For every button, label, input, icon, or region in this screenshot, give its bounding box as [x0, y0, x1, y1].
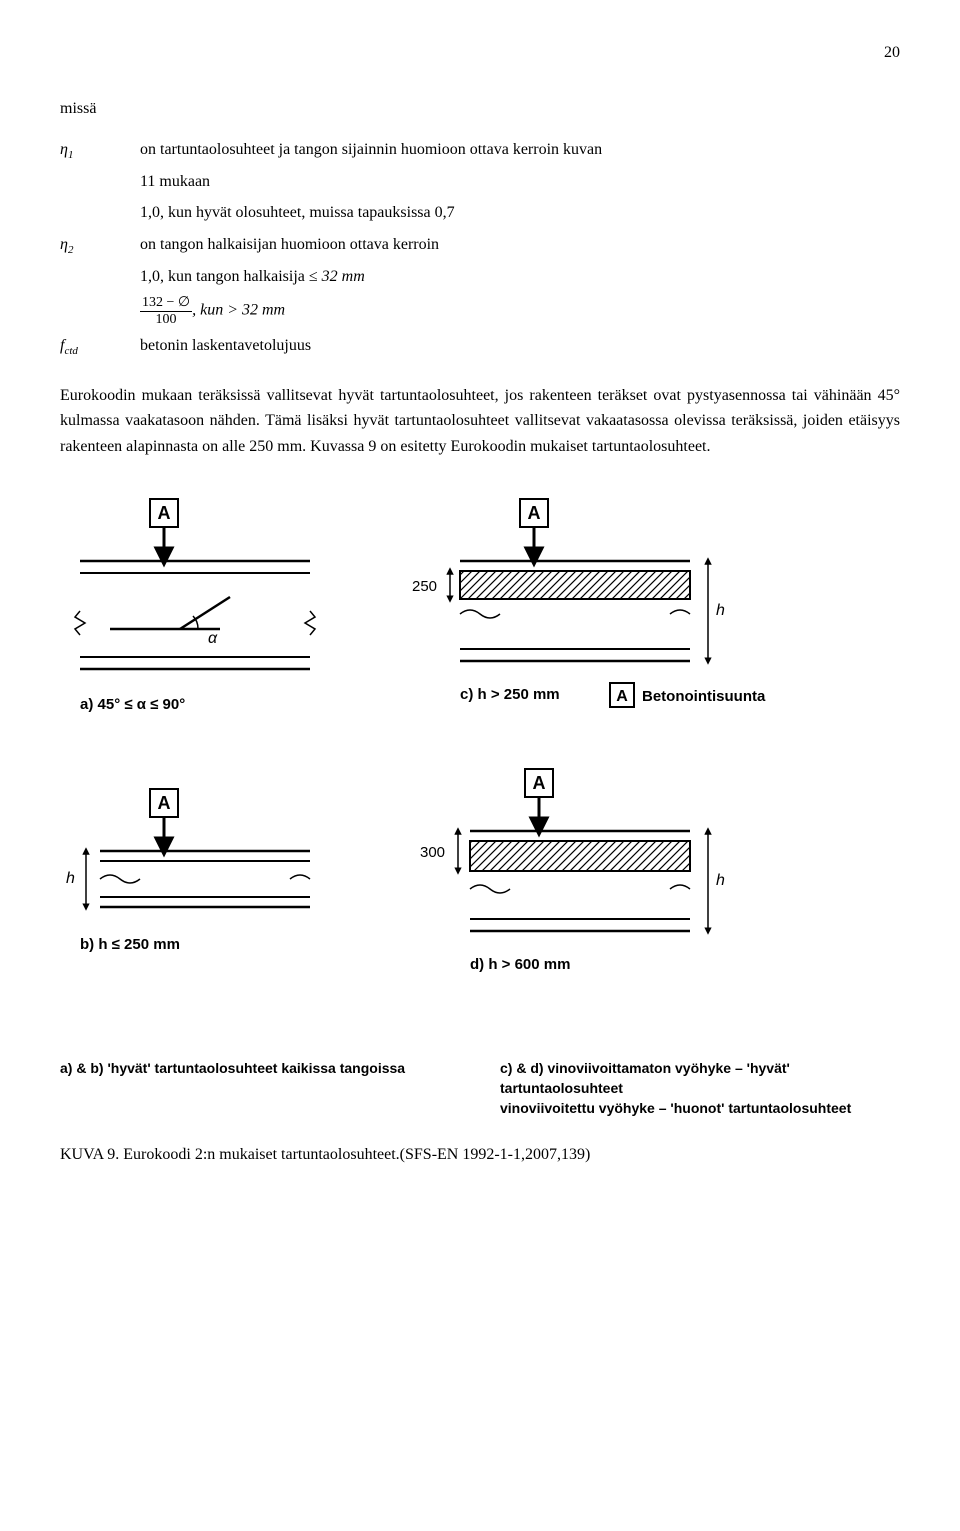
def-eta1-line2: 11 mukaan — [140, 169, 602, 201]
heading-missa: missä — [60, 96, 900, 122]
svg-text:h: h — [716, 602, 725, 619]
svg-text:A: A — [528, 503, 541, 523]
svg-text:a) 45° ≤ α ≤ 90°: a) 45° ≤ α ≤ 90° — [80, 696, 185, 713]
svg-text:α: α — [208, 630, 218, 647]
figure-legend-row: a) & b) 'hyvät' tartuntaolosuhteet kaiki… — [60, 1059, 900, 1118]
subfig-c: A 250 h c) h > 250 mm A Betonointisuunta — [412, 499, 766, 707]
svg-text:c) h > 250 mm: c) h > 250 mm — [460, 686, 560, 703]
svg-text:A: A — [533, 773, 546, 793]
svg-text:b) h ≤ 250 mm: b) h ≤ 250 mm — [80, 936, 180, 953]
def-eta2-line1: on tangon halkaisijan huomioon ottava ke… — [140, 232, 602, 264]
def-eta2-line3: 132 − ∅ 100 , kun > 32 mm — [140, 295, 602, 333]
def-eta1-line1: on tartuntaolosuhteet ja tangon sijainni… — [140, 137, 602, 169]
svg-text:h: h — [716, 872, 725, 889]
def-eta2-line2: 1,0, kun tangon halkaisija ≤ 32 mm — [140, 264, 602, 296]
def-fctd: betonin laskentavetolujuus — [140, 333, 602, 365]
figure-caption: KUVA 9. Eurokoodi 2:n mukaiset tartuntao… — [60, 1142, 900, 1168]
page-number: 20 — [60, 40, 900, 66]
definition-table: η1 on tartuntaolosuhteet ja tangon sijai… — [60, 137, 602, 364]
sym-eta2: η2 — [60, 232, 140, 264]
svg-text:A: A — [616, 688, 628, 705]
subfig-a: A α a) 45° ≤ α ≤ 90° — [75, 499, 315, 713]
def-eta1-line3: 1,0, kun hyvät olosuhteet, muissa tapauk… — [140, 200, 602, 232]
subfig-b: A h b) h ≤ 250 mm — [66, 789, 310, 953]
svg-text:250: 250 — [412, 578, 437, 595]
sym-fctd: fctd — [60, 333, 140, 365]
svg-text:Betonointisuunta: Betonointisuunta — [642, 688, 766, 705]
subfig-d: A 300 h d) h > 600 mm — [420, 769, 725, 973]
svg-text:h: h — [66, 870, 75, 887]
svg-text:A: A — [158, 793, 171, 813]
body-paragraph: Eurokoodin mukaan teräksissä vallitsevat… — [60, 383, 900, 460]
legend-left: a) & b) 'hyvät' tartuntaolosuhteet kaiki… — [60, 1059, 460, 1118]
figure-9: A α a) 45° ≤ α ≤ 90° A 250 — [60, 489, 900, 1118]
legend-right: c) & d) vinoviivoittamaton vyöhyke – 'hy… — [500, 1059, 900, 1118]
sym-eta1: η1 — [60, 137, 140, 169]
svg-text:A: A — [158, 503, 171, 523]
svg-text:d) h > 600 mm: d) h > 600 mm — [470, 956, 570, 973]
svg-text:300: 300 — [420, 844, 445, 861]
